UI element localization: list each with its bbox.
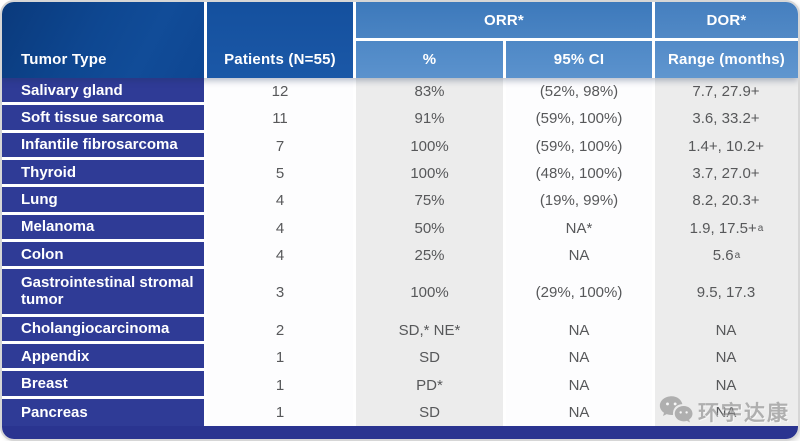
- footnote-marker: a: [734, 250, 741, 262]
- bottom-accent-bar: [2, 426, 798, 439]
- table-row-melanoma: Melanoma 4 50% NA* 1.9, 17.5+ a: [2, 214, 798, 242]
- range-value: 5.6: [712, 247, 734, 265]
- dor-range-cell: 9.5, 17.3: [655, 269, 798, 317]
- table-row-breast: Breast 1 PD* NA NA: [2, 371, 798, 399]
- tumor-type-cell: Gastrointestinal stromal tumor: [2, 269, 204, 317]
- orr-ci-cell: (48%, 100%): [506, 159, 652, 188]
- header-patients: Patients (N=55): [207, 2, 353, 78]
- tumor-type-cell: Appendix: [2, 344, 204, 372]
- dor-range-cell: 8.2, 20.3+: [655, 187, 798, 215]
- table-row-lung: Lung 4 75% (19%, 99%) 8.2, 20.3+: [2, 187, 798, 215]
- tumor-type-cell: Lung: [2, 187, 204, 215]
- orr-percent-cell: SD: [356, 398, 503, 426]
- table-row-soft-tissue-sarcoma: Soft tissue sarcoma 11 91% (59%, 100%) 3…: [2, 105, 798, 133]
- dor-range-cell: 3.7, 27.0+: [655, 159, 798, 188]
- table-row-cholangiocarcinoma: Cholangiocarcinoma 2 SD,* NE* NA NA: [2, 316, 798, 345]
- orr-percent-cell: 25%: [356, 241, 503, 270]
- orr-ci-cell: (59%, 100%): [506, 105, 652, 133]
- orr-percent-cell: 100%: [356, 159, 503, 188]
- table-row-salivary-gland: Salivary gland 12 83% (52%, 98%) 7.7, 27…: [2, 78, 798, 106]
- patients-cell: 2: [207, 316, 353, 345]
- tumor-type-cell: Pancreas: [2, 398, 204, 426]
- orr-ci-cell: NA: [506, 371, 652, 399]
- range-value: 8.2, 20.3+: [692, 192, 760, 210]
- orr-ci-cell: (59%, 100%): [506, 132, 652, 160]
- range-value: 9.5, 17.3: [696, 284, 756, 302]
- patients-cell: 1: [207, 398, 353, 426]
- orr-ci-cell: (52%, 98%): [506, 78, 652, 106]
- patients-cell: 5: [207, 159, 353, 188]
- header-dor: DOR*: [655, 2, 798, 38]
- table-body: Salivary gland 12 83% (52%, 98%) 7.7, 27…: [2, 78, 798, 426]
- orr-percent-cell: 83%: [356, 78, 503, 106]
- tumor-type-cell: Infantile fibrosarcoma: [2, 132, 204, 160]
- orr-percent-cell: 91%: [356, 105, 503, 133]
- patients-cell: 4: [207, 214, 353, 242]
- range-value: 1.4+, 10.2+: [688, 137, 764, 155]
- dor-range-cell: NA: [655, 316, 798, 345]
- table-row-infantile-fibrosarcoma: Infantile fibrosarcoma 7 100% (59%, 100%…: [2, 132, 798, 160]
- header-orr: ORR*: [356, 2, 652, 38]
- orr-percent-cell: 100%: [356, 269, 503, 317]
- tumor-type-cell: Colon: [2, 241, 204, 270]
- range-value: NA: [715, 403, 737, 421]
- header-tumor-type: Tumor Type: [2, 2, 204, 78]
- patients-cell: 1: [207, 344, 353, 372]
- orr-ci-cell: NA: [506, 316, 652, 345]
- header-dor-range: Range (months): [655, 41, 798, 78]
- tumor-type-cell: Salivary gland: [2, 78, 204, 106]
- orr-ci-cell: NA*: [506, 214, 652, 242]
- dor-range-cell: 1.9, 17.5+ a: [655, 214, 798, 242]
- patients-cell: 3: [207, 269, 353, 317]
- table-row-thyroid: Thyroid 5 100% (48%, 100%) 3.7, 27.0+: [2, 159, 798, 188]
- range-value: NA: [715, 349, 737, 367]
- header-orr-ci: 95% CI: [506, 41, 652, 78]
- table-row-gastrointestinal-stromal-tumor: Gastrointestinal stromal tumor 3 100% (2…: [2, 269, 798, 317]
- tumor-type-cell: Soft tissue sarcoma: [2, 105, 204, 133]
- orr-percent-cell: SD: [356, 344, 503, 372]
- dor-range-cell: NA: [655, 398, 798, 426]
- patients-cell: 11: [207, 105, 353, 133]
- range-value: 3.6, 33.2+: [692, 110, 760, 128]
- patients-cell: 12: [207, 78, 353, 106]
- orr-percent-cell: 75%: [356, 187, 503, 215]
- dor-range-cell: 1.4+, 10.2+: [655, 132, 798, 160]
- patients-cell: 7: [207, 132, 353, 160]
- table-header: Tumor Type Patients (N=55) ORR* DOR* % 9…: [2, 2, 798, 78]
- range-value: NA: [715, 321, 737, 339]
- patients-cell: 4: [207, 187, 353, 215]
- range-value: 1.9, 17.5+: [689, 219, 757, 237]
- dor-range-cell: 5.6 a: [655, 241, 798, 270]
- patients-cell: 4: [207, 241, 353, 270]
- orr-ci-cell: NA: [506, 344, 652, 372]
- orr-percent-cell: 100%: [356, 132, 503, 160]
- tumor-type-cell: Melanoma: [2, 214, 204, 242]
- range-value: NA: [715, 376, 737, 394]
- tumor-type-cell: Breast: [2, 371, 204, 399]
- dor-range-cell: NA: [655, 344, 798, 372]
- header-orr-percent: %: [356, 41, 503, 78]
- orr-ci-cell: (19%, 99%): [506, 187, 652, 215]
- tumor-type-cell: Cholangiocarcinoma: [2, 316, 204, 345]
- orr-ci-cell: (29%, 100%): [506, 269, 652, 317]
- dor-range-cell: 3.6, 33.2+: [655, 105, 798, 133]
- table-row-appendix: Appendix 1 SD NA NA: [2, 344, 798, 372]
- orr-ci-cell: NA: [506, 398, 652, 426]
- range-value: 7.7, 27.9+: [692, 83, 760, 101]
- table-row-colon: Colon 4 25% NA 5.6 a: [2, 241, 798, 270]
- tumor-type-cell: Thyroid: [2, 159, 204, 188]
- table-row-pancreas: Pancreas 1 SD NA NA: [2, 398, 798, 426]
- dor-range-cell: NA: [655, 371, 798, 399]
- orr-ci-cell: NA: [506, 241, 652, 270]
- orr-percent-cell: 50%: [356, 214, 503, 242]
- patients-cell: 1: [207, 371, 353, 399]
- orr-percent-cell: SD,* NE*: [356, 316, 503, 345]
- orr-percent-cell: PD*: [356, 371, 503, 399]
- range-value: 3.7, 27.0+: [692, 165, 760, 183]
- dor-range-cell: 7.7, 27.9+: [655, 78, 798, 106]
- footnote-marker: a: [757, 222, 764, 234]
